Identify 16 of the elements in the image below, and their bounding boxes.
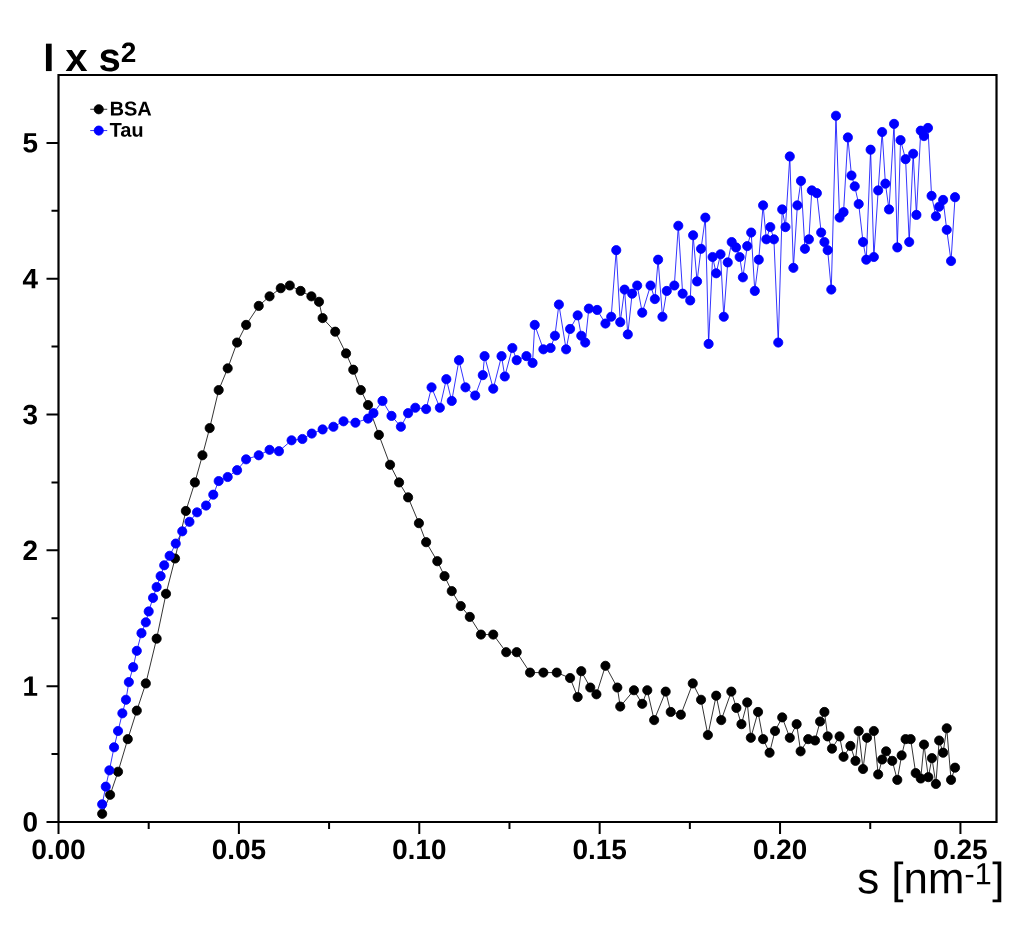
x-tick-label: 0.05 bbox=[212, 839, 266, 860]
x-axis-title: s [nm$^{-1}$] bbox=[858, 861, 1002, 903]
x-tick-label: 0.15 bbox=[573, 839, 627, 860]
x-tick-label: 0.20 bbox=[754, 839, 807, 860]
y-tick-label: 2 bbox=[23, 540, 37, 561]
y-tick-label: 5 bbox=[23, 133, 38, 153]
y-axis-title: I x s$^{2}$ bbox=[45, 42, 136, 72]
legend-label: Tau bbox=[109, 122, 143, 137]
y-tick-label: 0 bbox=[23, 812, 37, 832]
x-tick-label: 0.00 bbox=[32, 839, 85, 860]
x-tick-label: 0.10 bbox=[393, 839, 446, 860]
y-tick-label: 4 bbox=[22, 269, 38, 289]
legend-label: BSA bbox=[110, 101, 152, 116]
x-tick-label: 0.25 bbox=[934, 839, 987, 860]
y-tick-label: 3 bbox=[23, 404, 37, 425]
y-tick-label: 1 bbox=[24, 676, 38, 696]
